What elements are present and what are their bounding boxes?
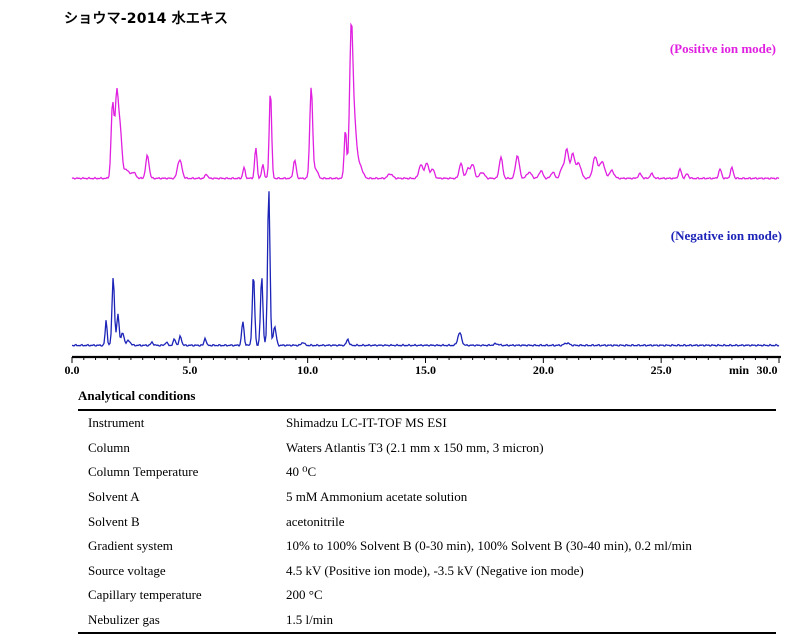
condition-value: 40 ⁰C xyxy=(286,464,317,480)
conditions-row: Capillary temperature 200 °C xyxy=(78,583,776,608)
x-tick-label: 25.0 xyxy=(651,363,672,377)
conditions-row: Column Waters Atlantis T3 (2.1 mm x 150 m… xyxy=(78,436,776,461)
conditions-row: Solvent A 5 mM Ammonium acetate solution xyxy=(78,485,776,510)
conditions-row: Nebulizer gas 1.5 l/min xyxy=(78,608,776,634)
condition-value: 10% to 100% Solvent B (0-30 min), 100% S… xyxy=(286,538,692,554)
conditions-row: Source voltage 4.5 kV (Positive ion mode)… xyxy=(78,559,776,584)
condition-parameter: Instrument xyxy=(88,415,145,431)
page-title: ショウマ-2014 水エキス xyxy=(64,11,229,27)
condition-parameter: Column Temperature xyxy=(88,464,199,480)
conditions-row: Column Temperature 40 ⁰C xyxy=(78,460,776,485)
x-tick-label: 15.0 xyxy=(415,363,436,377)
conditions-table: Instrument Shimadzu LC-IT-TOF MS ESI Colum… xyxy=(78,409,776,635)
x-unit-label: min xyxy=(729,363,749,377)
condition-value: 4.5 kV (Positive ion mode), -3.5 kV (Neg… xyxy=(286,562,584,578)
positive-mode-label: (Positive ion mode) xyxy=(669,41,776,56)
negative-mode-label: (Negative ion mode) xyxy=(670,228,782,243)
x-tick-label: 0.0 xyxy=(65,363,80,377)
x-tick-label: 5.0 xyxy=(182,363,197,377)
chromatogram-chart: 0.0 5.0 10.0 15.0 20.0 25.0 30.0 min xyxy=(65,22,781,377)
conditions-row: Gradient system 10% to 100% Solvent B (0-… xyxy=(78,534,776,559)
condition-value: 5 mM Ammonium acetate solution xyxy=(286,489,468,505)
conditions-row: Instrument Shimadzu LC-IT-TOF MS ESI xyxy=(78,410,776,436)
condition-value: 200 °C xyxy=(286,587,323,603)
conditions-heading: Analytical conditions xyxy=(78,388,196,403)
condition-parameter: Gradient system xyxy=(88,538,173,554)
condition-parameter: Nebulizer gas xyxy=(88,612,160,628)
condition-value: 1.5 l/min xyxy=(286,612,333,628)
condition-value: acetonitrile xyxy=(286,513,345,529)
condition-value: Waters Atlantis T3 (2.1 mm x 150 mm, 3 m… xyxy=(286,439,544,455)
negative-trace xyxy=(71,191,780,348)
condition-parameter: Column xyxy=(88,439,130,455)
x-tick-label: 10.0 xyxy=(297,363,318,377)
conditions-row: Solvent B acetonitrile xyxy=(78,509,776,534)
x-tick-label: 30.0 xyxy=(757,363,778,377)
positive-trace xyxy=(71,22,780,180)
condition-parameter: Source voltage xyxy=(88,562,166,578)
condition-parameter: Solvent A xyxy=(88,489,140,505)
x-tick-label: 20.0 xyxy=(533,363,554,377)
condition-parameter: Capillary temperature xyxy=(88,587,202,603)
condition-parameter: Solvent B xyxy=(88,513,140,529)
condition-value: Shimadzu LC-IT-TOF MS ESI xyxy=(286,415,447,431)
